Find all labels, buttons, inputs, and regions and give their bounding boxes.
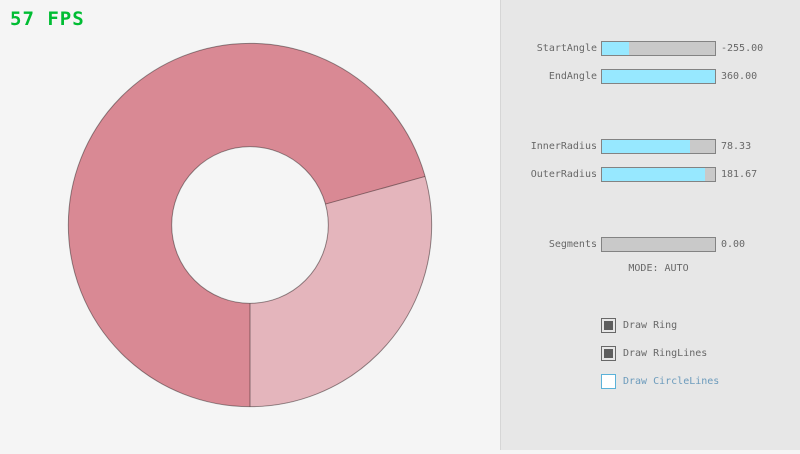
slider-value: 360.00 bbox=[721, 71, 758, 82]
slider-value: -255.00 bbox=[721, 43, 764, 54]
slider-fill bbox=[602, 70, 715, 83]
slider-end-angle[interactable] bbox=[601, 69, 716, 84]
checkbox-check-mark bbox=[604, 321, 613, 330]
checkbox-label: Draw Ring bbox=[623, 320, 678, 331]
slider-fill bbox=[602, 42, 630, 55]
slider-label: EndAngle bbox=[548, 71, 597, 82]
slider-row-segments: Segments 0.00 bbox=[501, 237, 800, 252]
mode-label: MODE: AUTO bbox=[628, 263, 689, 274]
slider-value: 181.67 bbox=[721, 169, 758, 180]
slider-start-angle[interactable] bbox=[601, 41, 716, 56]
checkbox-row-draw-ring[interactable]: Draw Ring bbox=[601, 318, 800, 333]
slider-outer-radius[interactable] bbox=[601, 167, 716, 182]
slider-segments[interactable] bbox=[601, 237, 716, 252]
slider-fill bbox=[602, 140, 691, 153]
slider-inner-radius[interactable] bbox=[601, 139, 716, 154]
control-panel: MODE: AUTO StartAngle -255.00 EndAngle 3… bbox=[500, 0, 800, 450]
checkbox-row-draw-ringlines[interactable]: Draw RingLines bbox=[601, 346, 800, 361]
checkbox-draw-ringlines[interactable] bbox=[601, 346, 616, 361]
slider-value: 0.00 bbox=[721, 239, 746, 250]
slider-row-start-angle: StartAngle -255.00 bbox=[501, 41, 800, 56]
ring-visualization bbox=[67, 42, 433, 408]
slider-label: StartAngle bbox=[536, 43, 597, 54]
checkbox-label: Draw RingLines bbox=[623, 348, 708, 359]
slider-row-outer-radius: OuterRadius 181.67 bbox=[501, 167, 800, 182]
slider-label: OuterRadius bbox=[530, 169, 597, 180]
checkbox-label: Draw CircleLines bbox=[623, 376, 720, 387]
slider-fill bbox=[602, 168, 705, 181]
slider-label: Segments bbox=[548, 239, 597, 250]
fps-counter: 57 FPS bbox=[10, 8, 85, 30]
checkbox-draw-ring[interactable] bbox=[601, 318, 616, 333]
checkbox-check-mark bbox=[604, 349, 613, 358]
checkbox-draw-circlelines[interactable] bbox=[601, 374, 616, 389]
slider-row-inner-radius: InnerRadius 78.33 bbox=[501, 139, 800, 154]
slider-value: 78.33 bbox=[721, 141, 752, 152]
slider-label: InnerRadius bbox=[530, 141, 597, 152]
checkbox-row-draw-circlelines[interactable]: Draw CircleLines bbox=[601, 374, 800, 389]
render-area: 57 FPS bbox=[10, 8, 433, 408]
slider-row-end-angle: EndAngle 360.00 bbox=[501, 69, 800, 84]
